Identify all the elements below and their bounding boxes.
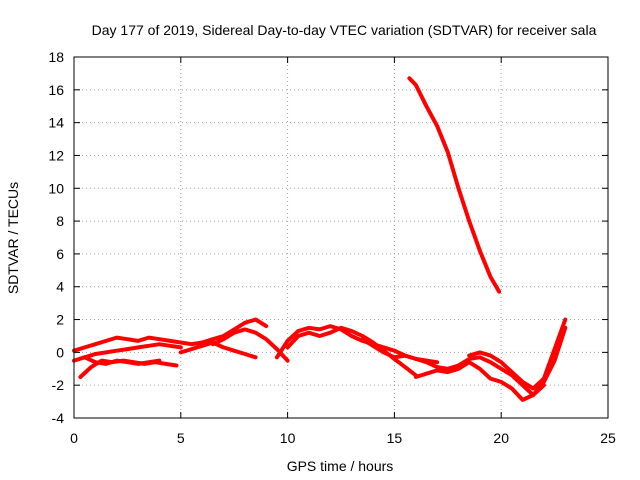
series-line-arc-2 [72, 342, 183, 363]
y-tick-label: 4 [56, 279, 64, 295]
x-tick-label: 10 [280, 430, 296, 446]
y-tick-label: 8 [56, 213, 64, 229]
series-line-arc-1 [72, 317, 269, 353]
x-tick-label: 25 [600, 430, 616, 446]
x-tick-label: 20 [493, 430, 509, 446]
y-tick-label: -2 [52, 377, 65, 393]
chart-title: Day 177 of 2019, Sidereal Day-to-day VTE… [92, 22, 597, 38]
series-line-arc-6 [210, 327, 290, 363]
grid-lines [74, 57, 608, 418]
axis-ticks: 0 5 10 15 20 25 -4 -2 0 2 4 6 8 10 12 14 16 18 [48, 49, 616, 446]
plot-frame [73, 56, 609, 419]
y-tick-label: 14 [48, 115, 64, 131]
y-tick-label: 10 [48, 180, 64, 196]
x-tick-label: 0 [70, 430, 78, 446]
y-axis-label: SDTVAR / TECUs [5, 182, 21, 294]
series-line-arc-5 [178, 340, 258, 360]
series-line-arc-10 [413, 360, 546, 402]
x-axis-label: GPS time / hours [287, 458, 394, 474]
x-tick-label: 15 [387, 430, 403, 446]
y-tick-label: -4 [52, 410, 65, 426]
y-tick-label: 12 [48, 147, 64, 163]
data-series [72, 76, 568, 402]
series-line-arc-12 [407, 76, 502, 294]
x-tick-label: 5 [177, 430, 185, 446]
series-line-arc-11 [467, 317, 568, 391]
y-tick-label: 16 [48, 82, 64, 98]
series-line-arc-9 [360, 325, 568, 397]
y-tick-label: 6 [56, 246, 64, 262]
series-line-arc-4 [82, 355, 162, 366]
y-tick-label: 2 [56, 312, 64, 328]
y-tick-label: 0 [56, 344, 64, 360]
y-tick-label: 18 [48, 49, 64, 65]
